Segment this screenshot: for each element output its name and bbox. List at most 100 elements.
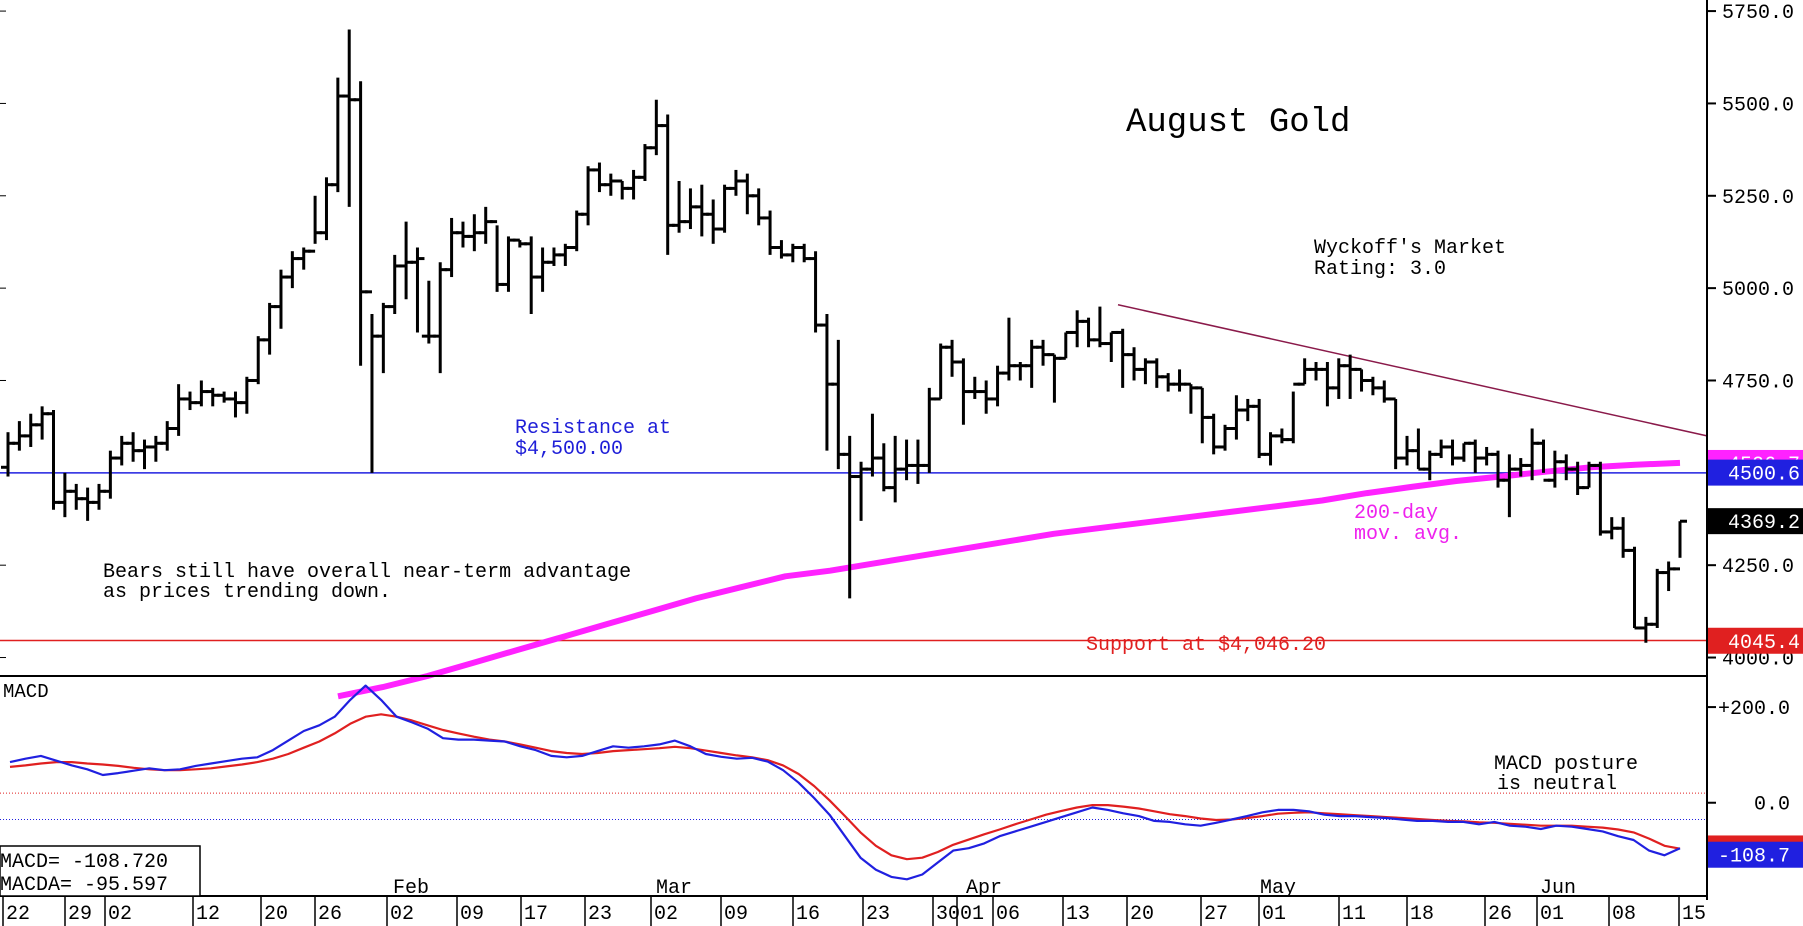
x-axis: Feb Mar Apr May Jun 22 29 02 12 20 26 02 09 17 23 02 09 1… (2, 877, 1706, 926)
price-bar (1445, 439, 1460, 466)
month-label: May (1260, 877, 1296, 900)
price-axis: 5750.05500.05250.05000.04750.04500.04250… (1707, 2, 1794, 672)
price-bar (46, 410, 61, 510)
price-bar (637, 144, 652, 182)
price-bar (717, 184, 732, 233)
price-bar (399, 221, 414, 300)
price-bar (1070, 310, 1085, 348)
price-label-bg (1708, 508, 1803, 535)
price-bar (160, 421, 175, 451)
price-tick-label: 4000.0 (1722, 649, 1794, 672)
price-bar (1240, 398, 1255, 422)
price-bar (126, 432, 141, 462)
day-tick-label: 01 (1262, 903, 1286, 926)
day-tick-label: 26 (1488, 903, 1512, 926)
macd-note-2: is neutral (1497, 773, 1617, 796)
ma-label-2: mov. avg. (1354, 523, 1462, 546)
price-bar (1309, 362, 1324, 381)
price-bar (1, 432, 15, 477)
price-bar (603, 173, 618, 196)
price-bar (239, 376, 254, 414)
price-bar (1195, 386, 1210, 444)
day-tick-label: 16 (796, 903, 820, 926)
price-bar (205, 387, 220, 407)
chart-title: August Gold (1126, 104, 1350, 142)
price-label: 4045.4 (1708, 627, 1803, 655)
price-annotations: August Gold Wyckoff's Market Rating: 3.0… (103, 104, 1506, 657)
month-label: Feb (393, 877, 429, 900)
macd-annotations: MACD MACD posture is neutral MACD= -108.… (0, 681, 1638, 897)
price-bar (819, 313, 834, 451)
price-bar (342, 29, 357, 207)
price-bar (1320, 362, 1335, 407)
price-bar (933, 343, 948, 401)
price-bar (1673, 519, 1687, 571)
price-bar (91, 483, 106, 510)
ma-label-1: 200-day (1354, 502, 1438, 525)
price-bar (182, 391, 197, 411)
price-bar (1434, 439, 1449, 459)
macd-note-1: MACD posture (1494, 753, 1638, 776)
month-label: Jun (1540, 877, 1576, 900)
price-bar (35, 406, 50, 440)
price-bar (262, 302, 277, 355)
macd-value-text: -108.7 (1718, 846, 1790, 869)
ma-polyline (337, 459, 1681, 700)
day-tick-label: 11 (1342, 903, 1366, 926)
price-bar (649, 99, 664, 156)
resistance-note-1: Resistance at (515, 417, 671, 440)
price-bar (1479, 446, 1494, 466)
price-bar (114, 435, 129, 466)
macd-tick-label: 0.0 (1754, 794, 1790, 817)
price-bar (535, 247, 550, 292)
day-tick-label: 06 (996, 903, 1020, 926)
price-bar (217, 391, 232, 403)
price-bar (592, 162, 607, 193)
price-bar (1104, 330, 1119, 363)
macd-labels: -95.6-108.7 (1708, 835, 1803, 869)
day-tick-label: 02 (108, 903, 132, 926)
macda-readout: MACDA= -95.597 (0, 874, 168, 897)
price-bar (728, 169, 743, 196)
price-tick-label: 5500.0 (1722, 94, 1794, 117)
price-bar (194, 380, 209, 407)
price-bar (251, 336, 266, 385)
day-tick-label: 23 (866, 903, 890, 926)
commentary-line-1: Bears still have overall near-term advan… (103, 561, 631, 584)
price-bar (1297, 358, 1312, 386)
price-bar (967, 376, 982, 399)
macd-series-line (9, 684, 1681, 881)
price-label-bg (1708, 627, 1803, 654)
price-bar (581, 166, 596, 226)
price-bar (1343, 354, 1358, 399)
price-bar (1365, 376, 1380, 396)
price-bar (364, 290, 379, 473)
price-bar (376, 302, 391, 374)
price-bar (751, 188, 766, 226)
price-bar (808, 251, 823, 333)
macd-panel-title: MACD (3, 681, 49, 703)
price-bar (137, 439, 152, 470)
price-bar (740, 173, 755, 215)
price-tick-label: 4750.0 (1722, 371, 1794, 394)
price-bar (1036, 339, 1051, 366)
price-bar (569, 210, 584, 252)
day-tick-label: 09 (724, 903, 748, 926)
price-bar (285, 251, 300, 289)
day-tick-label: 13 (1066, 903, 1090, 926)
macd-readout-box (0, 845, 201, 897)
price-grid-lines (0, 10, 6, 659)
price-bar (706, 199, 721, 244)
month-label: Mar (656, 877, 692, 900)
day-tick-label: 29 (68, 903, 92, 926)
price-bar (694, 184, 709, 237)
price-bar (1127, 347, 1142, 381)
day-tick-label: 02 (390, 903, 414, 926)
price-bar (1252, 398, 1267, 459)
price-bar (683, 188, 698, 230)
price-bar (1661, 561, 1676, 592)
price-bar (478, 206, 493, 244)
price-bar (1650, 568, 1665, 628)
support-note: Support at $4,046.20 (1086, 634, 1326, 657)
